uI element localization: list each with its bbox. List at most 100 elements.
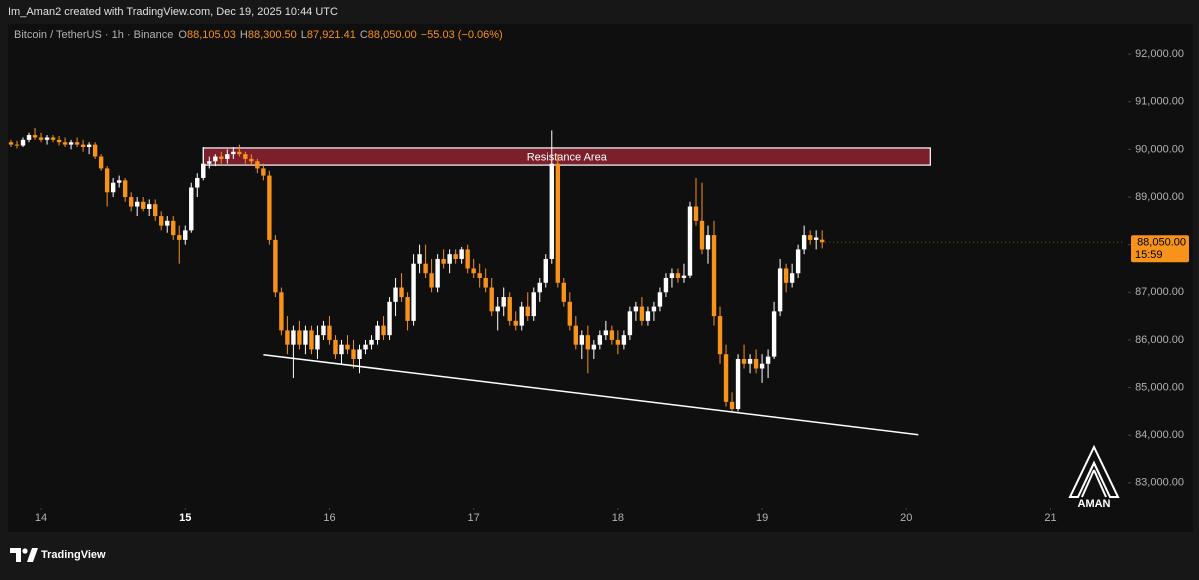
candle-body — [38, 137, 44, 140]
candle-body — [591, 344, 597, 350]
candle-body — [531, 292, 536, 317]
x-tick-label: 17 — [468, 512, 480, 524]
candle-body — [231, 151, 236, 155]
candle-body — [615, 339, 621, 345]
y-tick-label: 83,000.00 — [1135, 477, 1184, 489]
candle-body — [453, 254, 458, 259]
chart-panel — [8, 24, 1193, 532]
candle-body — [86, 144, 92, 147]
x-tick-label: 16 — [323, 512, 335, 524]
candle-body — [32, 135, 38, 138]
candle-body — [327, 325, 332, 340]
candle-body — [801, 235, 807, 250]
candle-body — [74, 142, 80, 145]
candle-body — [387, 301, 392, 336]
candle-body — [747, 358, 753, 364]
candle-body — [110, 182, 116, 193]
candle-body — [681, 275, 687, 278]
y-tick-label: 86,000.00 — [1135, 334, 1184, 346]
candle-body — [213, 156, 218, 162]
candle-body — [573, 325, 579, 345]
candle-body — [267, 175, 272, 240]
candle-body — [495, 306, 500, 312]
candle-body — [345, 344, 350, 350]
candle-body — [98, 156, 104, 169]
candle-body — [717, 316, 723, 355]
logo-mark — [22, 548, 28, 554]
candle-body — [357, 349, 362, 359]
candle-body — [207, 161, 212, 164]
candle-body — [777, 268, 783, 312]
candle-body — [285, 330, 290, 345]
candle-body — [465, 249, 470, 269]
candle-body — [321, 325, 326, 336]
candle-body — [140, 201, 146, 209]
ohlc-label: L — [301, 29, 307, 41]
candle-body — [579, 335, 585, 345]
candle-body — [195, 177, 200, 188]
candle-body — [819, 239, 825, 243]
candle-body — [561, 282, 566, 302]
candle-body — [56, 139, 62, 143]
ohlc-value: 88,050.00 — [368, 29, 417, 41]
candle-body — [489, 287, 494, 312]
candle-body — [68, 142, 74, 145]
candle-body — [645, 311, 651, 321]
candle-body — [279, 292, 284, 331]
x-tick-label: 20 — [900, 512, 912, 524]
footer-brand: TradingView — [41, 549, 106, 561]
candle-body — [261, 168, 266, 176]
candle-body — [237, 151, 242, 155]
candle-body — [134, 201, 140, 207]
candle-body — [501, 297, 506, 307]
candle-body — [609, 330, 615, 340]
candle-body — [309, 330, 314, 350]
y-tick-label: 85,000.00 — [1135, 381, 1184, 393]
candle-body — [297, 330, 302, 345]
candle-body — [621, 335, 627, 345]
candle-body — [693, 206, 699, 221]
candle-body — [771, 311, 777, 357]
y-tick-label: 92,000.00 — [1135, 48, 1184, 60]
candle-body — [435, 258, 440, 288]
candle-body — [567, 301, 573, 326]
resistance-label: Resistance Area — [527, 151, 608, 163]
candle-body — [663, 278, 669, 293]
x-tick-label: 19 — [756, 512, 768, 524]
candle-body — [339, 344, 344, 355]
candle-body — [153, 204, 158, 217]
tradingview-logo: TradingView — [10, 548, 106, 562]
candle-body — [104, 168, 110, 193]
candle-body — [369, 339, 374, 345]
price-change: −55.03 (−0.06%) — [421, 29, 503, 41]
candle-body — [471, 268, 476, 274]
candle-body — [20, 139, 26, 146]
ohlc-value: 88,300.50 — [248, 29, 297, 41]
candle-body — [249, 158, 254, 162]
ohlc-label: H — [240, 29, 248, 41]
candle-body — [507, 297, 512, 321]
candle-body — [381, 325, 386, 336]
candle-body — [549, 163, 554, 259]
candle-body — [147, 204, 152, 209]
candle-body — [44, 137, 50, 140]
candle-body — [807, 235, 813, 240]
candle-body — [243, 154, 248, 159]
candle-body — [399, 287, 404, 298]
y-tick-label: 84,000.00 — [1135, 429, 1184, 441]
logo-mark — [1081, 460, 1107, 498]
candle-body — [393, 287, 398, 302]
watermark-text: AMAN — [1078, 498, 1111, 510]
candle-body — [669, 273, 675, 278]
ohlc-label: O — [178, 29, 187, 41]
candle-body — [225, 154, 230, 159]
candle-body — [303, 330, 308, 345]
candle-body — [519, 306, 524, 326]
candle-body — [639, 306, 645, 321]
candle-body — [315, 335, 320, 350]
candle-body — [447, 254, 452, 264]
candle-body — [50, 137, 56, 140]
candle-body — [177, 235, 182, 240]
candle-body — [759, 363, 765, 369]
